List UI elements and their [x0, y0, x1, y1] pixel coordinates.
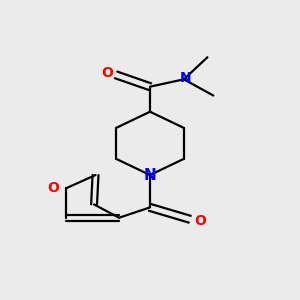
Text: O: O	[47, 181, 59, 195]
Text: O: O	[194, 214, 206, 228]
Text: N: N	[144, 167, 156, 182]
Text: N: N	[179, 71, 191, 85]
Text: O: O	[101, 66, 113, 80]
